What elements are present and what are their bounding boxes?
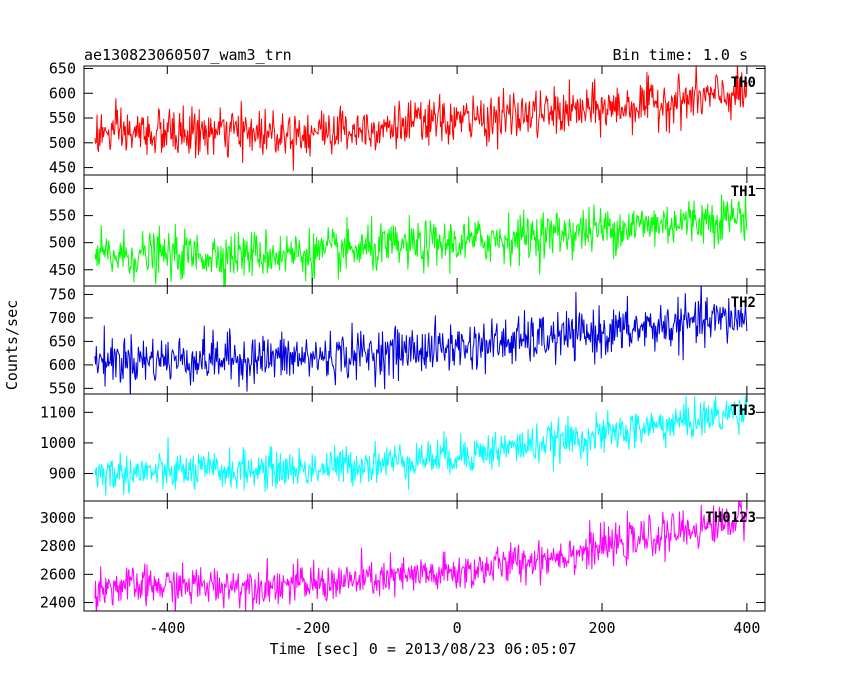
y-tick-label: 550 <box>49 109 76 127</box>
panel-label: TH0123 <box>705 510 756 526</box>
y-tick-label: 700 <box>49 309 76 327</box>
panel-label: TH2 <box>731 295 756 311</box>
series-line-th0 <box>94 66 748 171</box>
panel-th0: 450 500 550 600 650 TH0 <box>49 59 766 177</box>
y-tick-label: 550 <box>49 379 76 397</box>
series-line-th0123 <box>94 501 748 611</box>
x-tick-label: 400 <box>733 619 760 637</box>
panel-frame <box>83 500 766 612</box>
y-tick-label: 600 <box>49 356 76 374</box>
y-tick-label: 650 <box>49 332 76 350</box>
panel-th1: 450 500 550 600 TH1 <box>49 174 766 287</box>
x-tick-label: 0 <box>453 619 462 637</box>
series-line-th2 <box>94 286 748 394</box>
panel-frame <box>83 393 766 502</box>
x-tick-label: -200 <box>294 619 330 637</box>
panel-label: TH0 <box>731 75 756 91</box>
panel-label: TH1 <box>731 184 756 200</box>
y-tick-label: 450 <box>49 261 76 279</box>
chart-title: ae130823060507_wam3_trn <box>84 46 292 64</box>
y-tick-label: 600 <box>49 84 76 102</box>
y-tick-label: 900 <box>49 464 76 482</box>
y-axis-title: Counts/sec <box>3 300 21 390</box>
y-tick-label: 2600 <box>40 565 76 583</box>
x-axis-title: Time [sec] 0 = 2013/08/23 06:05:07 <box>269 640 576 658</box>
y-tick-label: 750 <box>49 285 76 303</box>
panel-label: TH3 <box>731 403 756 419</box>
panel-th2: 550 600 650 700 750 TH2 <box>49 285 766 397</box>
x-tick-label: 200 <box>588 619 615 637</box>
y-tick-label: 1000 <box>40 434 76 452</box>
series-line-th1 <box>94 190 748 286</box>
y-tick-label: 550 <box>49 207 76 225</box>
y-tick-label: 500 <box>49 234 76 252</box>
bin-time-label: Bin time: 1.0 s <box>613 46 748 64</box>
y-tick-label: 450 <box>49 159 76 177</box>
y-tick-label: 3000 <box>40 509 76 527</box>
y-tick-label: 650 <box>49 59 76 77</box>
y-tick-label: 600 <box>49 180 76 198</box>
panel-frame <box>83 285 766 395</box>
y-tick-label: 1100 <box>40 403 76 421</box>
y-tick-label: 2400 <box>40 594 76 612</box>
panel-th0123: 2400 2600 2800 3000 TH0123 <box>40 500 766 612</box>
panel-th3: 900 1000 1100 TH3 <box>40 393 766 502</box>
x-tick-label: -400 <box>149 619 185 637</box>
y-tick-label: 2800 <box>40 537 76 555</box>
panel-stack: 450 500 550 600 650 TH0 450 500 550 600 TH1 550 600 6… <box>40 59 766 637</box>
y-tick-label: 500 <box>49 134 76 152</box>
series-line-th3 <box>94 395 748 496</box>
